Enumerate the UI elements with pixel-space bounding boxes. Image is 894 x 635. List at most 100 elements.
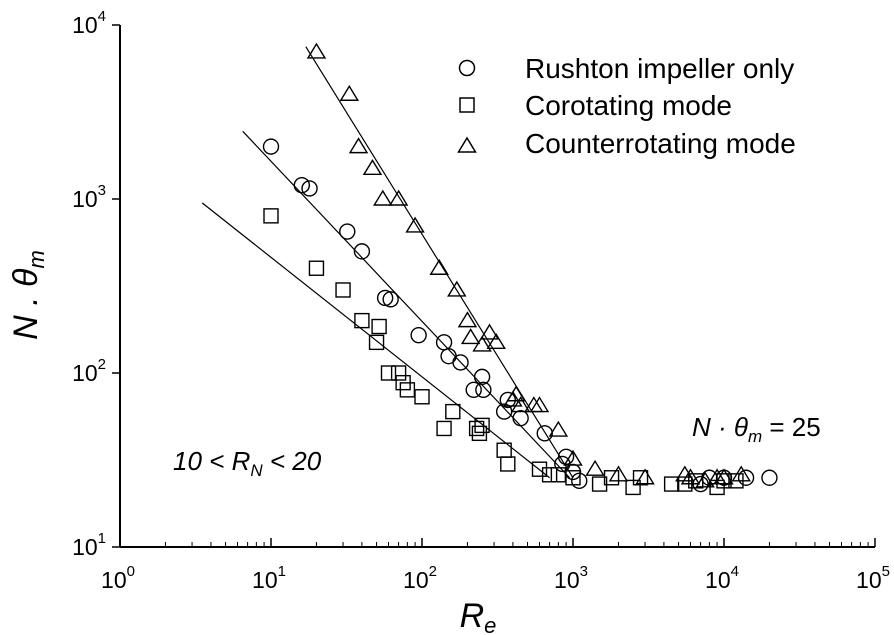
y-tick-label-exponent: 3 bbox=[98, 182, 106, 199]
data-point-circle bbox=[737, 469, 755, 486]
data-point-circle bbox=[376, 289, 394, 307]
data-point-circle bbox=[571, 472, 588, 490]
y-tick-label-base: 10 bbox=[72, 534, 98, 560]
data-point-triangle bbox=[460, 328, 481, 345]
data-point-circle bbox=[301, 180, 318, 197]
data-point-triangle bbox=[731, 465, 751, 482]
y-tick-label-exponent: 4 bbox=[98, 8, 106, 25]
data-point-triangle bbox=[506, 385, 526, 402]
fit-line bbox=[201, 202, 550, 479]
data-markers bbox=[262, 42, 778, 496]
data-point-square bbox=[468, 420, 485, 437]
data-point-square bbox=[445, 403, 461, 420]
annotation-plateau-sub: m bbox=[748, 427, 762, 446]
data-point-circle bbox=[339, 223, 356, 240]
data-point-triangle bbox=[548, 420, 569, 437]
x-tick-label-base: 10 bbox=[554, 567, 580, 593]
data-point-circle bbox=[440, 347, 457, 365]
data-point-circle bbox=[262, 138, 280, 155]
y-tick-label-base: 10 bbox=[72, 186, 98, 212]
data-point-triangle bbox=[472, 335, 492, 352]
x-tick-label: 101 bbox=[252, 563, 286, 593]
annotation-rn-range: 10 < RN < 20 bbox=[173, 446, 322, 480]
annotation-plateau-symbol: θ bbox=[734, 412, 748, 442]
plot-area bbox=[112, 24, 876, 548]
x-tick-label-base: 10 bbox=[252, 567, 278, 593]
data-point-triangle bbox=[714, 468, 734, 485]
x-tick-label-base: 10 bbox=[705, 567, 731, 593]
x-tick-label-base: 10 bbox=[403, 567, 429, 593]
data-point-triangle bbox=[447, 280, 467, 297]
data-point-square bbox=[371, 318, 387, 335]
y-axis-title-symbol: θ bbox=[7, 268, 45, 287]
data-point-square bbox=[565, 470, 581, 486]
data-point-square bbox=[390, 365, 407, 381]
data-point-triangle bbox=[348, 137, 369, 154]
y-tick-label-exponent: 1 bbox=[98, 530, 106, 547]
x-axis-title-base: R bbox=[460, 597, 485, 635]
annotation-plateau: N · θm = 25 bbox=[692, 412, 821, 446]
data-point-triangle bbox=[373, 189, 393, 206]
data-point-circle bbox=[293, 177, 311, 194]
annotation-plateau-post: = 25 bbox=[762, 412, 821, 442]
data-point-circle bbox=[465, 381, 482, 399]
data-point-square bbox=[663, 476, 680, 492]
data-point-square bbox=[436, 420, 452, 437]
annotation-plateau-pre: N · bbox=[692, 412, 734, 442]
y-axis-title: N . θm bbox=[7, 250, 49, 340]
data-point-square bbox=[308, 260, 325, 276]
y-tick-label: 102 bbox=[72, 356, 106, 386]
data-point-square bbox=[500, 456, 516, 472]
x-tick-label: 103 bbox=[554, 563, 588, 593]
legend-label-corotating: Corotating mode bbox=[525, 90, 732, 121]
y-tick-label: 104 bbox=[72, 8, 106, 38]
annotation-rn-range-var: R bbox=[232, 446, 251, 476]
x-tick-labels: 100 101 102 103 104 105 bbox=[101, 563, 890, 593]
x-tick-label-base: 10 bbox=[856, 567, 882, 593]
data-point-circle bbox=[353, 243, 371, 260]
data-point-circle bbox=[452, 354, 469, 371]
data-point-square bbox=[474, 417, 490, 434]
x-axis-title-subscript: e bbox=[484, 613, 496, 635]
data-point-triangle bbox=[563, 449, 583, 466]
data-point-triangle bbox=[457, 311, 478, 328]
x-tick-label-exponent: 2 bbox=[429, 563, 437, 580]
data-point-square bbox=[531, 461, 548, 477]
data-point-circle bbox=[435, 334, 453, 351]
data-point-circle bbox=[475, 381, 492, 399]
legend-marker-circle bbox=[458, 59, 476, 77]
data-point-square bbox=[414, 389, 430, 405]
x-axis-title: Re bbox=[460, 597, 497, 635]
data-point-square bbox=[632, 470, 649, 486]
y-axis-title-prefix: N . bbox=[7, 287, 45, 340]
data-point-square bbox=[603, 470, 620, 486]
data-point-square bbox=[380, 365, 397, 381]
x-tick-label-exponent: 5 bbox=[882, 563, 890, 580]
y-tick-label: 101 bbox=[72, 530, 106, 560]
x-tick-label: 105 bbox=[856, 563, 890, 593]
fit-line bbox=[242, 130, 571, 479]
data-point-triangle bbox=[675, 465, 695, 482]
y-tick-label-exponent: 2 bbox=[98, 356, 106, 373]
data-point-triangle bbox=[362, 159, 383, 176]
legend-marker-square bbox=[459, 97, 475, 113]
x-tick-label-exponent: 0 bbox=[127, 563, 135, 580]
data-point-triangle bbox=[306, 42, 327, 59]
data-point-triangle bbox=[339, 84, 360, 101]
data-point-circle bbox=[557, 448, 575, 465]
data-point-triangle bbox=[388, 189, 409, 206]
y-tick-label-base: 10 bbox=[72, 360, 98, 386]
x-tick-label: 104 bbox=[705, 563, 739, 593]
data-point-circle bbox=[410, 326, 427, 344]
x-tick-label: 102 bbox=[403, 563, 437, 593]
data-point-triangle bbox=[608, 465, 629, 482]
data-point-square bbox=[368, 334, 385, 351]
legend-marker-triangle bbox=[457, 136, 477, 153]
data-point-square bbox=[471, 425, 488, 442]
data-point-triangle bbox=[680, 468, 701, 485]
data-point-square bbox=[541, 467, 558, 483]
legend-label-counterrotating: Counterrotating mode bbox=[525, 128, 796, 159]
y-axis-title-subscript: m bbox=[24, 250, 49, 268]
data-point-circle bbox=[512, 409, 529, 427]
